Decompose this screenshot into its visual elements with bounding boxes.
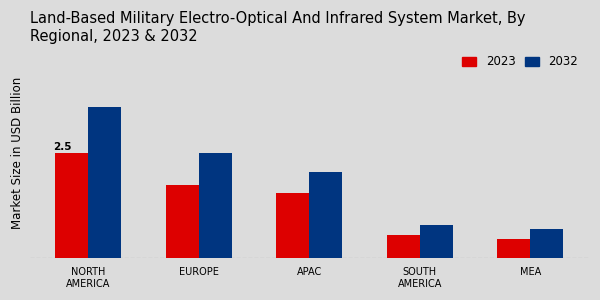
Bar [88, 107, 121, 258]
Bar [55, 153, 88, 258]
Bar [420, 225, 453, 258]
Text: 2.5: 2.5 [53, 142, 71, 152]
Bar [199, 153, 232, 258]
Text: Land-Based Military Electro-Optical And Infrared System Market, By
Regional, 202: Land-Based Military Electro-Optical And … [29, 11, 525, 44]
Bar [276, 193, 309, 258]
Bar [386, 235, 420, 258]
Y-axis label: Market Size in USD Billion: Market Size in USD Billion [11, 77, 24, 229]
Bar [530, 229, 563, 258]
Bar [166, 184, 199, 258]
Legend: 2023, 2032: 2023, 2032 [457, 51, 583, 73]
Bar [309, 172, 343, 258]
Bar [497, 239, 530, 258]
